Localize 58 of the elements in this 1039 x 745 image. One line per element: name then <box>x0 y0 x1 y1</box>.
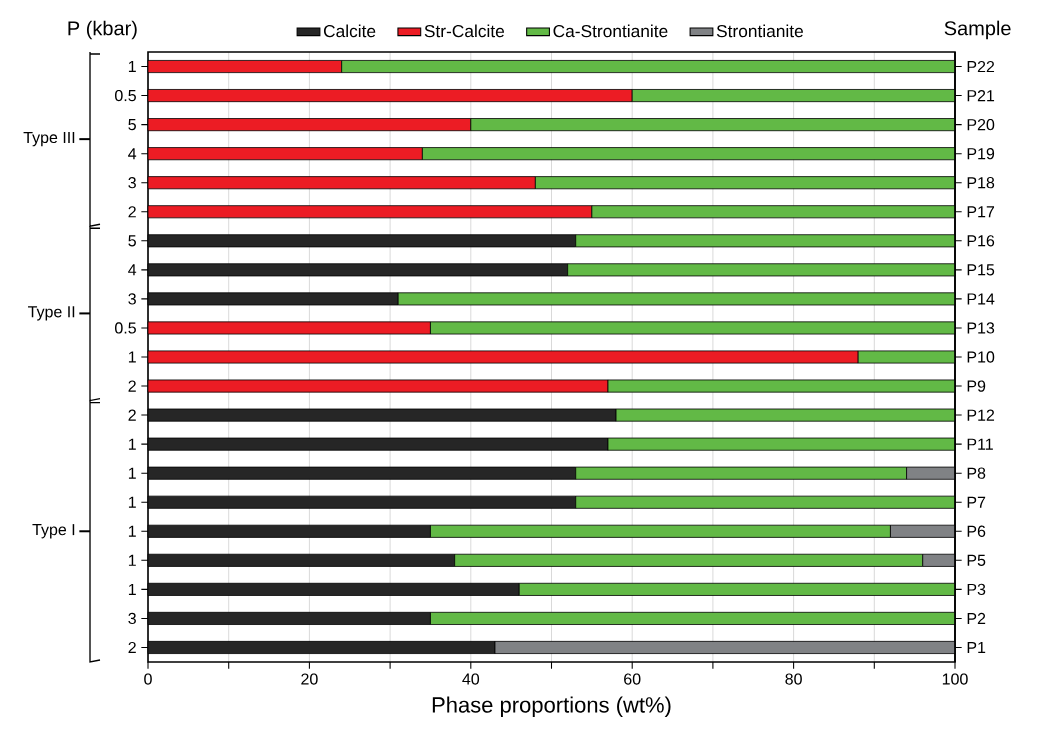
y2-tick-label: P15 <box>967 264 995 276</box>
y2-tick-label: P12 <box>967 409 995 421</box>
y-tick-label: 1 <box>128 467 136 479</box>
y-tick-label: 5 <box>128 235 136 247</box>
y2-tick-label: P21 <box>967 89 995 102</box>
x-tick-label: 40 <box>462 673 480 685</box>
y2-tick-label: P19 <box>967 148 995 160</box>
y-tick-label: 2 <box>128 409 136 421</box>
y-tick-label: 1 <box>128 61 136 73</box>
y-tick-label: 2 <box>128 380 136 392</box>
y-tick-label: 3 <box>128 612 136 625</box>
y-tick-label: 0.5 <box>115 89 136 102</box>
y-axis-title: P (kbar) <box>68 20 137 40</box>
y-tick-label: 2 <box>128 641 136 654</box>
y2-tick-label: P17 <box>967 206 995 218</box>
text: Type II <box>28 306 75 321</box>
y2-tick-label: P9 <box>967 380 986 392</box>
y-tick-label: 0.5 <box>115 322 136 334</box>
y-tick-label: 1 <box>128 583 136 595</box>
y-tick-label: 5 <box>128 119 136 131</box>
y2-tick-label: P11 <box>967 438 993 450</box>
y2-tick-label: P18 <box>967 177 995 189</box>
y2-tick-label: P8 <box>967 467 986 479</box>
y2-tick-label: P6 <box>967 525 986 537</box>
y2-tick-label: P5 <box>967 554 986 566</box>
y2-tick-label: P1 <box>967 641 986 653</box>
x-axis-title: Phase proportions (wt%) <box>432 696 671 718</box>
y2-tick-label: P22 <box>967 60 995 73</box>
y-tick-label: 4 <box>128 148 137 160</box>
y2-tick-label: P7 <box>967 496 986 508</box>
y-tick-label: 3 <box>128 293 136 305</box>
y2-axis-title: Sample <box>944 20 1011 40</box>
legend-label: Ca-Strontianite <box>553 24 668 38</box>
y-tick-label: 4 <box>128 264 137 276</box>
legend-label: Str-Calcite <box>424 24 505 38</box>
y2-tick-label: P20 <box>967 118 995 131</box>
x-tick-label: 20 <box>301 673 318 685</box>
y-tick-label: 2 <box>128 206 136 218</box>
x-tick-label: 60 <box>624 673 641 685</box>
text: Type III <box>23 131 75 147</box>
y-tick-label: 1 <box>128 554 136 566</box>
text: Type I <box>32 524 75 539</box>
y-tick-label: 3 <box>128 177 136 189</box>
x-tick-label: 0 <box>144 673 152 685</box>
y2-tick-label: P13 <box>967 322 995 334</box>
y-tick-label: 1 <box>128 496 136 508</box>
y2-tick-label: P10 <box>967 351 995 363</box>
y-tick-label: 1 <box>128 351 136 363</box>
y2-tick-label: P16 <box>967 235 995 247</box>
y2-tick-label: P3 <box>967 583 986 596</box>
x-tick-label: 100 <box>942 673 968 685</box>
y2-tick-label: P2 <box>967 612 986 625</box>
legend-label: Strontianite <box>716 24 803 38</box>
legend-label: Calcite <box>323 24 376 38</box>
y-tick-label: 1 <box>128 438 136 450</box>
y-tick-label: 1 <box>128 525 136 537</box>
y2-tick-label: P14 <box>967 293 995 305</box>
x-tick-label: 80 <box>785 673 802 685</box>
